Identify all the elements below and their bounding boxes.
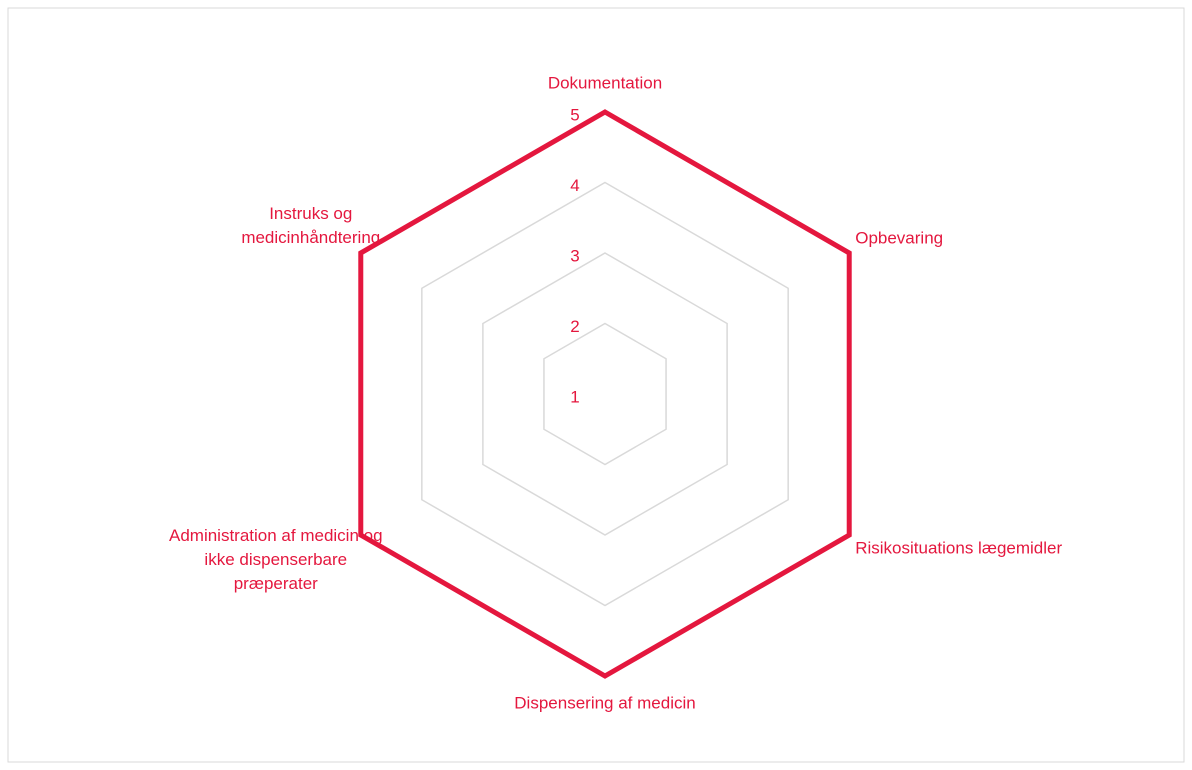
series-line — [358, 109, 852, 679]
category-label: Instruks og medicinhåndtering — [241, 204, 380, 247]
tick-label: 4 — [570, 176, 579, 195]
category-label: Risikosituations lægemidler — [855, 538, 1062, 557]
tick-label: 5 — [570, 105, 579, 124]
category-label: Dokumentation — [548, 73, 662, 92]
chart-frame — [7, 7, 1185, 763]
category-label: Dispensering af medicin — [514, 693, 695, 712]
grid-ring — [421, 181, 789, 607]
tick-label: 1 — [570, 387, 579, 406]
grid-ring — [543, 322, 667, 466]
category-label: Opbevaring — [855, 228, 943, 247]
grid-ring — [482, 252, 728, 536]
tick-label: 2 — [570, 317, 579, 336]
tick-label: 3 — [570, 246, 579, 265]
category-label: Administration af medicin og ikke dispens… — [169, 526, 383, 593]
